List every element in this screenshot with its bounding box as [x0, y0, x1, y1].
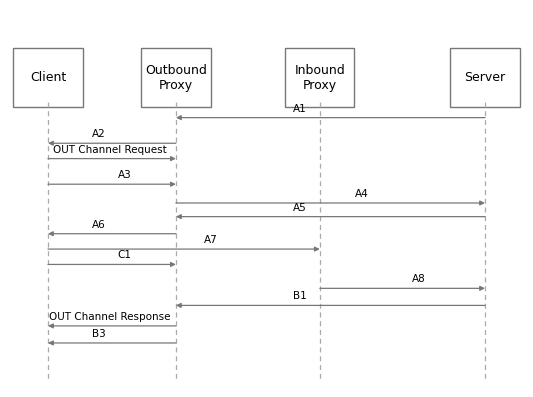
Text: Client: Client	[30, 71, 66, 84]
Text: OUT Channel Request: OUT Channel Request	[53, 145, 167, 154]
Text: Outbound
Proxy: Outbound Proxy	[145, 64, 207, 92]
Bar	[285, 48, 354, 108]
Text: Inbound
Proxy: Inbound Proxy	[294, 64, 345, 92]
Text: Server: Server	[464, 71, 506, 84]
Text: A3: A3	[118, 170, 132, 180]
Text: B1: B1	[293, 291, 306, 301]
Text: A2: A2	[92, 129, 106, 139]
Text: A5: A5	[293, 202, 306, 212]
Text: A8: A8	[412, 274, 426, 284]
Text: A6: A6	[92, 220, 106, 229]
Text: A4: A4	[354, 189, 368, 199]
Bar	[450, 48, 520, 108]
Text: B3: B3	[92, 329, 106, 339]
Bar	[141, 48, 211, 108]
Text: C1: C1	[118, 251, 132, 260]
Bar	[13, 48, 83, 108]
Text: OUT Channel Response: OUT Channel Response	[49, 312, 171, 322]
Text: A7: A7	[204, 235, 218, 245]
Text: A1: A1	[293, 104, 306, 114]
